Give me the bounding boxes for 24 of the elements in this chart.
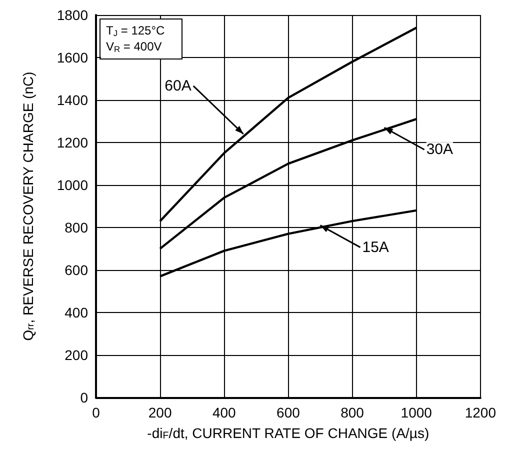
- annotation: 60A: [164, 77, 192, 94]
- x-tick-label: 800: [340, 404, 364, 420]
- y-tick-label: 1000: [56, 176, 88, 193]
- x-tick-label: 400: [212, 404, 236, 420]
- y-axis-title: Qrr, REVERSE RECOVERY CHARGE (nC): [20, 72, 36, 341]
- x-tick-label: 1000: [400, 404, 432, 420]
- y-tick-label: 200: [64, 346, 88, 363]
- x-tick-label: 600: [276, 404, 300, 420]
- y-tick-label: 600: [64, 262, 88, 278]
- x-tick-label: 200: [148, 404, 172, 420]
- y-tick-label: 1800: [56, 7, 88, 23]
- y-tick-label: 0: [80, 389, 88, 406]
- y-tick-label: 400: [64, 304, 88, 320]
- y-tick-label: 1600: [56, 49, 88, 66]
- annotation: VR = 400V: [106, 39, 162, 54]
- y-tick-label: 1400: [56, 92, 88, 108]
- y-tick-label: 1200: [56, 134, 88, 150]
- y-tick-label: 800: [64, 219, 88, 236]
- annotation: 15A: [362, 238, 389, 256]
- x-axis-title: -diF/dt, CURRENT RATE OF CHANGE (A/µs): [147, 425, 430, 442]
- annotation: 30A: [426, 141, 454, 158]
- x-tick-label: 0: [92, 404, 100, 420]
- x-tick-label: 1200: [464, 404, 496, 420]
- annotation: TJ = 125°C: [106, 23, 166, 38]
